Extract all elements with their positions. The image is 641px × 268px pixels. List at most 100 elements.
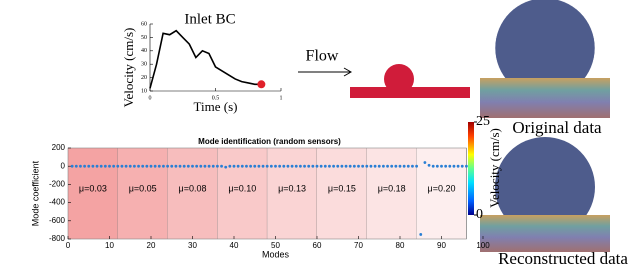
mode-point bbox=[460, 164, 464, 168]
mode-point bbox=[265, 164, 269, 168]
y-tick-label: 50 bbox=[141, 35, 147, 41]
mode-point bbox=[448, 164, 452, 168]
mode-point bbox=[207, 164, 211, 168]
mode-point bbox=[203, 164, 207, 168]
mode-point bbox=[170, 164, 174, 168]
vessel bbox=[350, 87, 470, 98]
mode-point bbox=[332, 164, 335, 168]
mode-point bbox=[141, 164, 145, 168]
mode-point bbox=[382, 164, 385, 168]
mode-point bbox=[116, 164, 120, 168]
mode-point bbox=[452, 164, 456, 168]
mode-point bbox=[232, 164, 236, 168]
mode-point bbox=[365, 164, 369, 168]
y-tick-label: 60 bbox=[141, 21, 147, 27]
mode-point bbox=[128, 164, 132, 168]
y-tick-label: -600 bbox=[49, 216, 66, 225]
mode-point bbox=[294, 164, 298, 168]
chart-title: Inlet BC bbox=[184, 11, 235, 27]
mode-point bbox=[390, 164, 394, 168]
x-tick-label: 10 bbox=[105, 241, 114, 250]
mode-point bbox=[423, 161, 427, 164]
region bbox=[167, 148, 218, 239]
mode-point bbox=[352, 164, 356, 168]
mode-point bbox=[303, 164, 306, 168]
mode-point bbox=[440, 164, 443, 168]
x-tick-label: 0.5 bbox=[212, 95, 220, 101]
y-tick-label: -800 bbox=[49, 234, 66, 243]
y-tick-label: -400 bbox=[49, 198, 66, 207]
mode-point bbox=[178, 164, 182, 168]
mode-point bbox=[236, 164, 240, 168]
mode-point bbox=[311, 164, 315, 168]
mode-point bbox=[253, 164, 257, 168]
mode-point bbox=[186, 164, 190, 168]
mode-point bbox=[435, 164, 439, 168]
mode-point bbox=[199, 164, 203, 168]
mode-point bbox=[249, 164, 253, 168]
mode-point bbox=[286, 164, 290, 168]
mode-point bbox=[402, 164, 406, 168]
y-tick-label: 0 bbox=[61, 161, 66, 170]
region-label: μ=0.20 bbox=[428, 183, 456, 193]
mode-point bbox=[278, 164, 282, 168]
mode-point bbox=[228, 164, 232, 168]
region bbox=[68, 148, 118, 239]
mode-point bbox=[112, 164, 116, 168]
x-tick-label: 70 bbox=[354, 241, 363, 250]
x-axis-label: Modes bbox=[262, 249, 290, 259]
chart-title: Mode identification (random sensors) bbox=[198, 137, 341, 146]
mode-point bbox=[465, 164, 468, 168]
mode-point bbox=[195, 164, 199, 168]
mode-point bbox=[323, 164, 327, 168]
aneurysm bbox=[384, 64, 414, 94]
colorbar-tick-label: 25 bbox=[476, 114, 490, 129]
mode-point bbox=[274, 164, 277, 168]
reconstructed-image bbox=[480, 137, 610, 252]
mode-point bbox=[224, 165, 228, 169]
region-label: μ=0.18 bbox=[378, 183, 406, 193]
mode-point bbox=[74, 164, 78, 168]
region bbox=[267, 148, 317, 239]
original-image bbox=[480, 0, 610, 118]
x-tick-label: 60 bbox=[313, 241, 322, 250]
mode-point bbox=[162, 164, 165, 168]
mode-point bbox=[133, 164, 136, 168]
mode-point bbox=[319, 164, 323, 168]
mode-point bbox=[79, 164, 82, 168]
mode-point bbox=[299, 164, 302, 168]
arrow-head bbox=[343, 67, 353, 77]
y-tick-label: 10 bbox=[141, 88, 147, 94]
mode-point bbox=[386, 164, 389, 168]
mode-point bbox=[137, 164, 140, 168]
region bbox=[117, 148, 168, 239]
colorbar-label: Velocity (cm/s) bbox=[487, 128, 502, 208]
region-label: μ=0.08 bbox=[179, 183, 207, 193]
region bbox=[366, 148, 417, 239]
mode-point bbox=[95, 164, 99, 168]
mode-point bbox=[145, 164, 149, 168]
y-tick-label: 200 bbox=[52, 143, 66, 152]
mode-point bbox=[315, 164, 319, 168]
mode-point bbox=[357, 164, 360, 168]
mode-point bbox=[174, 164, 178, 168]
mode-point bbox=[245, 164, 248, 168]
y-axis-label: Velocity (cm/s) bbox=[121, 28, 136, 108]
region-label: μ=0.15 bbox=[328, 183, 356, 193]
colorbar-tick-label: 0 bbox=[476, 207, 483, 222]
caption: Reconstructed data bbox=[498, 249, 628, 268]
y-tick-label: 20 bbox=[141, 75, 147, 81]
flow-label: Flow bbox=[306, 48, 339, 65]
mode-point bbox=[166, 164, 170, 168]
mode-point bbox=[153, 164, 157, 168]
plot-frame bbox=[67, 147, 467, 240]
mode-point bbox=[261, 164, 265, 168]
region bbox=[217, 148, 268, 239]
mode-point bbox=[344, 164, 348, 168]
mode-point bbox=[427, 163, 431, 167]
mode-point bbox=[240, 164, 244, 168]
x-tick-label: 0 bbox=[149, 95, 152, 101]
mode-point bbox=[257, 164, 261, 168]
